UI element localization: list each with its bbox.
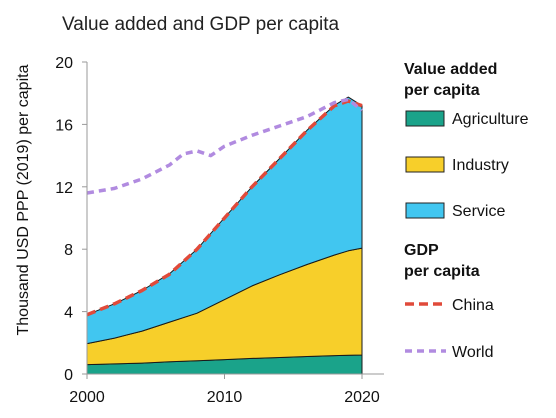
y-tick-label: 0 xyxy=(64,367,73,384)
line-world xyxy=(86,97,364,195)
legend-label-agriculture: Agriculture xyxy=(452,111,529,128)
y-axis-label: Thousand USD PPP (2019) per capita xyxy=(15,64,32,335)
legend-heading-value-added-line2: per capita xyxy=(404,82,480,99)
chart-title: Value added and GDP per capita xyxy=(62,14,340,35)
legend-swatch-service xyxy=(405,202,445,219)
stacked-areas xyxy=(86,96,363,375)
legend-heading-value-added-line1: Value added xyxy=(404,61,497,78)
legend-label-industry: Industry xyxy=(452,157,509,174)
x-tick-label: 2020 xyxy=(344,389,380,406)
legend-heading-gdp-line2: per capita xyxy=(404,263,480,280)
y-tick-label: 12 xyxy=(55,180,73,197)
x-axis-ticks: 2000 2010 2020 xyxy=(69,374,380,406)
legend-label-china: China xyxy=(452,297,494,314)
legend: Value added per capita Agriculture Indus… xyxy=(404,61,529,361)
line-china xyxy=(86,99,363,317)
legend-label-world: World xyxy=(452,344,494,361)
legend-swatch-agriculture xyxy=(405,110,445,127)
y-tick-label: 8 xyxy=(64,242,73,259)
y-axis-ticks: 0 4 8 12 16 20 xyxy=(55,55,87,384)
x-tick-label: 2010 xyxy=(207,389,243,406)
x-tick-label: 2000 xyxy=(69,389,105,406)
legend-label-service: Service xyxy=(452,203,505,220)
legend-heading-gdp-line1: GDP xyxy=(404,242,439,259)
y-tick-label: 4 xyxy=(64,305,73,322)
y-tick-label: 16 xyxy=(55,117,73,134)
gdp-lines xyxy=(86,97,364,317)
legend-swatch-industry xyxy=(405,156,445,173)
y-tick-label: 20 xyxy=(55,55,73,72)
